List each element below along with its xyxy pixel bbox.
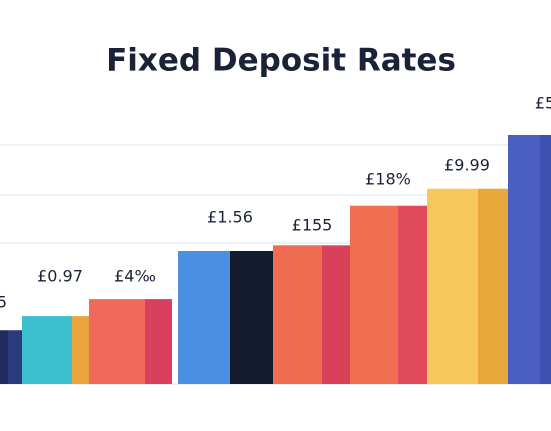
- value-label: £18%: [365, 170, 411, 189]
- bar-side: [398, 205, 427, 384]
- bar: [427, 188, 478, 384]
- value-label: £0.97: [37, 267, 83, 286]
- bar: [273, 245, 322, 384]
- value-label: £155: [292, 216, 333, 235]
- bar-side: [145, 299, 172, 384]
- bar: [89, 299, 145, 384]
- bar-side: [230, 250, 273, 384]
- value-label: £1.56: [207, 208, 253, 227]
- bar: [508, 134, 540, 384]
- bar-side: [478, 188, 508, 384]
- value-label: £4‰: [114, 267, 156, 286]
- bar-side: [72, 316, 89, 384]
- value-label: £9.99: [444, 156, 490, 175]
- chart-title: Fixed Deposit Rates: [106, 43, 456, 79]
- bar: [178, 250, 230, 384]
- bar-side: [322, 245, 350, 384]
- value-label: 5: [0, 293, 7, 312]
- bar: [22, 316, 72, 384]
- bar-side: [8, 330, 22, 384]
- bar: [0, 330, 8, 384]
- value-label: £5: [535, 94, 551, 113]
- bar-side: [540, 134, 551, 384]
- bar: [350, 205, 398, 384]
